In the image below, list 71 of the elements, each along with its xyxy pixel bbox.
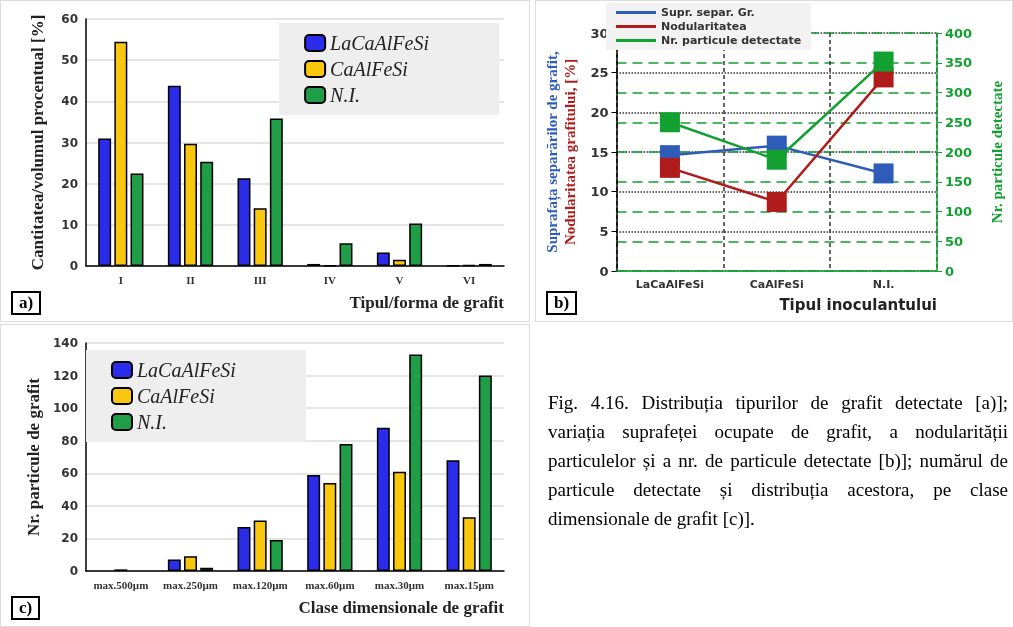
y-axis-title: Suprafața separărilor de grafit, Nodularitatea grafitului, [%] <box>543 51 578 253</box>
y-tick-label: 60 <box>61 12 78 26</box>
y-tick-label: 40 <box>61 498 78 513</box>
x-tick-label: III <box>253 273 267 286</box>
y-tick-label: 60 <box>61 466 78 481</box>
y2-tick-label: 50 <box>945 233 964 249</box>
text: a) <box>11 291 42 315</box>
x-tick-label: LaCaAlFeSi <box>635 278 705 291</box>
y-tick-label: 0 <box>599 263 609 279</box>
x-axis-title: Tipul inoculantului <box>779 295 937 314</box>
legend-label: Supr. separ. Gr. <box>661 6 755 19</box>
point <box>766 191 787 212</box>
x-tick-label: N.I. <box>872 278 895 291</box>
y-tick-label: 80 <box>61 433 78 448</box>
text: c) <box>11 596 41 620</box>
point <box>766 149 787 170</box>
x-tick-label: V <box>395 273 404 286</box>
point <box>659 112 680 133</box>
x-axis-title: Tipul/forma de grafit <box>349 293 505 312</box>
y2-tick-label: 400 <box>945 25 973 41</box>
point <box>659 157 680 178</box>
legend-label: LaCaAlFeSi <box>329 32 429 54</box>
y-tick-label: 140 <box>52 336 78 350</box>
x-axis-title: Clase dimensionale de grafit <box>298 598 505 617</box>
x-tick-label: max.60µm <box>305 578 355 591</box>
legend-label: Nodularitatea <box>661 20 747 33</box>
y2-tick-label: 250 <box>945 114 973 130</box>
y-tick-label: 0 <box>69 259 78 273</box>
point <box>873 51 894 72</box>
y-tick-label: 20 <box>61 176 78 191</box>
y2-axis-title: Nr. particule detectate <box>988 80 1005 224</box>
legend-label: N.I. <box>329 84 361 106</box>
y2-tick-label: 150 <box>945 174 973 190</box>
x-tick-label: I <box>118 273 123 286</box>
y2-tick-label: 0 <box>945 263 955 279</box>
caption: Fig. 4.16. Distribuția tipurilor de grafit detectate [a)]; variația suprafeței ocupate de grafit, a nodularității particulelor și a nr. de particule detectate [b)]; numărul de particule detectate și distribuția acestora, pe clase dimensionale de grafit [c)]. <box>548 391 1008 531</box>
y-tick-label: 20 <box>61 531 78 546</box>
y-tick-label: 100 <box>52 401 78 416</box>
y-tick-label: 25 <box>590 65 609 81</box>
text: b) <box>546 291 578 315</box>
x-tick-label: IV <box>323 273 336 286</box>
y2-tick-label: 350 <box>945 55 973 71</box>
y2-tick-label: 100 <box>945 204 973 219</box>
y-tick-label: 10 <box>61 217 78 232</box>
x-tick-label: max.250µm <box>163 578 218 591</box>
legend-label: N.I. <box>136 411 167 433</box>
legend-label: LaCaAlFeSi <box>136 359 236 381</box>
x-tick-label: II <box>186 273 195 286</box>
x-tick-label: max.500µm <box>93 578 149 591</box>
y-tick-label: 20 <box>590 104 609 120</box>
y-axis-title: Cantitatea/volumul procentual [%] <box>28 14 47 271</box>
y2-tick-label: 300 <box>945 85 973 100</box>
x-tick-label: CaAlFeSi <box>749 278 804 291</box>
legend-label: Nr. particule detectate <box>661 34 802 47</box>
x-tick-label: max.120µm <box>232 578 288 591</box>
y2-tick-label: 200 <box>945 144 973 160</box>
y-tick-label: 50 <box>61 53 78 68</box>
y-axis-title: Nr. particule de grafit <box>24 377 44 537</box>
legend-label: CaAlFeSi <box>330 58 408 80</box>
y-tick-label: 10 <box>590 184 609 200</box>
y-tick-label: 15 <box>590 144 609 160</box>
x-tick-label: max.30µm <box>374 578 425 591</box>
y-tick-label: 30 <box>61 135 78 150</box>
point <box>873 163 894 184</box>
y-tick-label: 120 <box>52 368 78 383</box>
x-tick-label: max.15µm <box>444 578 494 591</box>
legend-label: CaAlFeSi <box>137 385 215 407</box>
x-tick-label: VI <box>463 273 476 286</box>
y-tick-label: 5 <box>599 223 609 239</box>
y-tick-label: 0 <box>69 564 78 578</box>
y-tick-label: 40 <box>61 94 78 109</box>
